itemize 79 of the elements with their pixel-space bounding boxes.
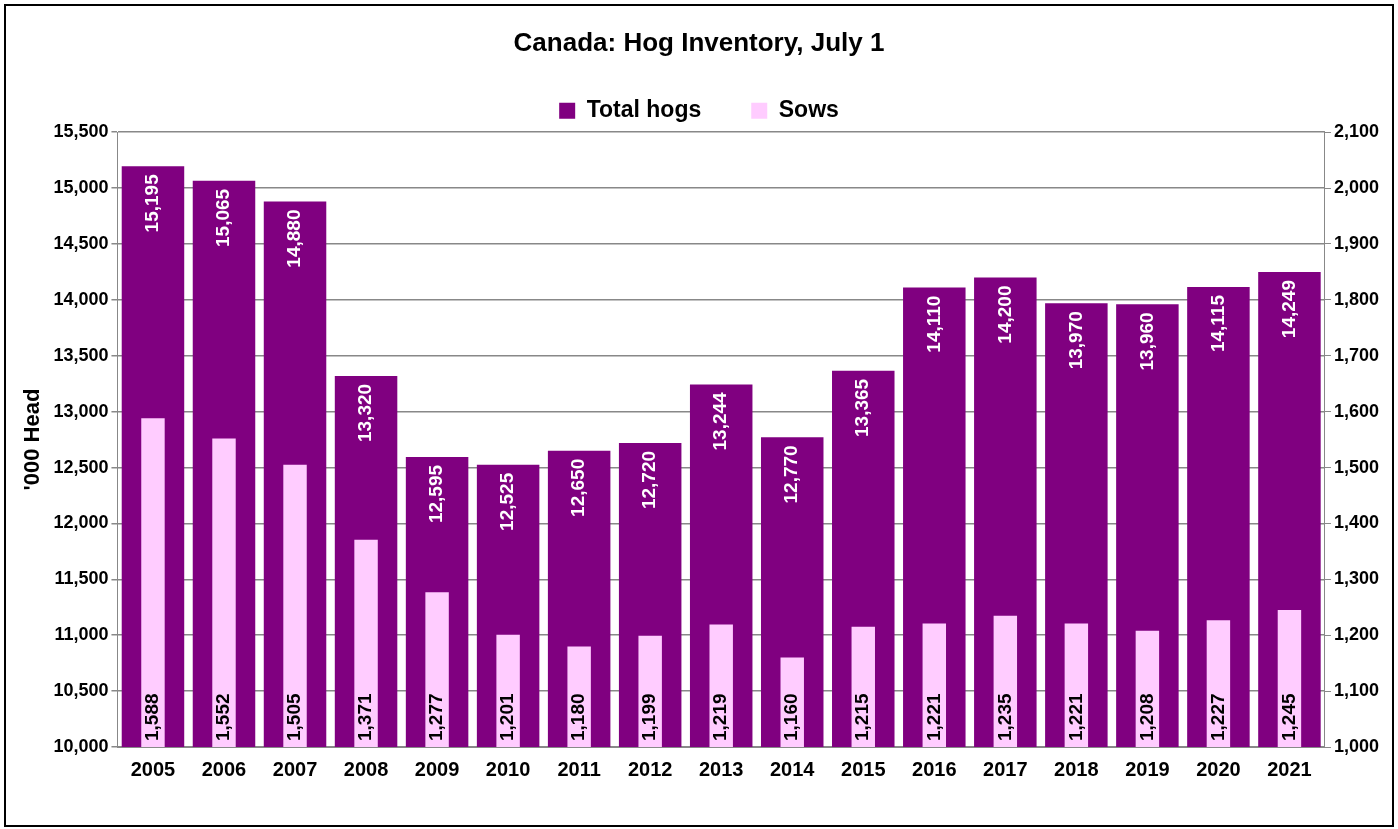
- data-label: 1,180: [567, 693, 589, 741]
- y-tick-label: 14,000: [53, 288, 109, 309]
- y2-tick-label: 1,500: [1333, 456, 1379, 477]
- data-label: 1,277: [425, 693, 447, 741]
- y2-tick-label: 1,200: [1333, 624, 1379, 645]
- data-label: 14,200: [993, 285, 1015, 344]
- y-tick-label: 13,500: [53, 344, 109, 365]
- chart-title: Canada: Hog Inventory, July 1: [513, 26, 885, 57]
- x-tick-label: 2015: [841, 757, 886, 780]
- data-label: 1,235: [993, 693, 1015, 741]
- data-label: 1,208: [1135, 693, 1157, 741]
- data-label: 14,110: [922, 295, 944, 353]
- x-tick-label: 2007: [272, 757, 318, 780]
- legend-label: Sows: [778, 96, 839, 123]
- x-tick-label: 2017: [983, 757, 1028, 780]
- y2-tick-label: 1,600: [1333, 400, 1379, 421]
- data-label: 12,770: [780, 445, 802, 504]
- data-label: 12,650: [567, 458, 589, 517]
- data-label: 13,960: [1135, 312, 1157, 371]
- data-label: 1,245: [1277, 693, 1299, 741]
- y2-tick-label: 1,000: [1333, 735, 1379, 756]
- y-tick-label: 14,500: [53, 232, 109, 253]
- data-label: 13,365: [851, 378, 873, 437]
- data-label: 1,221: [922, 693, 944, 741]
- y-tick-label: 10,000: [53, 735, 109, 756]
- data-label: 13,320: [354, 383, 376, 443]
- y-tick-label: 11,500: [54, 568, 109, 589]
- data-label: 1,221: [1064, 693, 1086, 741]
- data-label: 12,525: [496, 472, 518, 531]
- data-label: 1,201: [496, 693, 518, 741]
- y2-tick-label: 1,700: [1333, 344, 1379, 365]
- legend-label: Total hogs: [586, 96, 702, 123]
- y-tick-label: 12,500: [53, 456, 109, 477]
- y2-tick-label: 1,300: [1333, 568, 1379, 589]
- y-axis-title: '000 Head: [19, 388, 45, 491]
- x-tick-label: 2006: [201, 757, 247, 780]
- y-tick-label: 11,000: [54, 624, 109, 645]
- data-label: 1,505: [283, 693, 305, 741]
- data-label: 14,880: [283, 209, 305, 268]
- data-label: 1,227: [1206, 693, 1228, 741]
- x-tick-label: 2010: [485, 757, 531, 780]
- data-label: 1,219: [709, 693, 731, 741]
- y-tick-label: 12,000: [53, 512, 109, 533]
- x-tick-label: 2013: [698, 757, 744, 780]
- y2-tick-label: 1,400: [1333, 512, 1379, 533]
- data-label: 13,970: [1064, 311, 1086, 370]
- x-tick-label: 2009: [414, 757, 460, 780]
- x-tick-label: 2014: [769, 757, 816, 780]
- data-label: 14,115: [1206, 294, 1228, 353]
- data-label: 1,199: [638, 693, 660, 741]
- data-label: 13,244: [709, 391, 731, 451]
- y2-tick-label: 2,000: [1333, 177, 1379, 198]
- x-tick-label: 2020: [1196, 757, 1241, 780]
- x-tick-label: 2019: [1125, 757, 1170, 780]
- data-label: 1,160: [780, 693, 802, 741]
- y2-tick-label: 1,900: [1333, 232, 1379, 253]
- data-label: 15,065: [212, 188, 234, 247]
- y2-tick-label: 1,100: [1333, 680, 1379, 701]
- data-label: 1,215: [851, 693, 873, 741]
- data-label: 15,195: [141, 173, 163, 233]
- data-label: 12,720: [638, 450, 660, 510]
- y-tick-label: 10,500: [53, 680, 109, 701]
- y-tick-label: 15,000: [53, 177, 109, 198]
- x-tick-label: 2005: [130, 757, 176, 780]
- x-tick-label: 2018: [1054, 757, 1099, 780]
- y2-tick-label: 2,100: [1333, 121, 1379, 142]
- x-tick-label: 2012: [627, 757, 673, 780]
- x-tick-label: 2008: [343, 757, 389, 780]
- data-label: 1,588: [141, 693, 163, 741]
- x-tick-label: 2021: [1267, 757, 1312, 780]
- y2-tick-label: 1,800: [1333, 288, 1379, 309]
- y-tick-label: 15,500: [53, 121, 109, 142]
- data-label: 1,552: [212, 693, 234, 741]
- data-label: 1,371: [354, 693, 376, 741]
- x-tick-label: 2011: [557, 757, 601, 780]
- y-tick-label: 13,000: [53, 400, 109, 421]
- x-tick-label: 2016: [912, 757, 957, 780]
- data-label: 12,595: [425, 464, 447, 524]
- data-label: 14,249: [1277, 280, 1299, 339]
